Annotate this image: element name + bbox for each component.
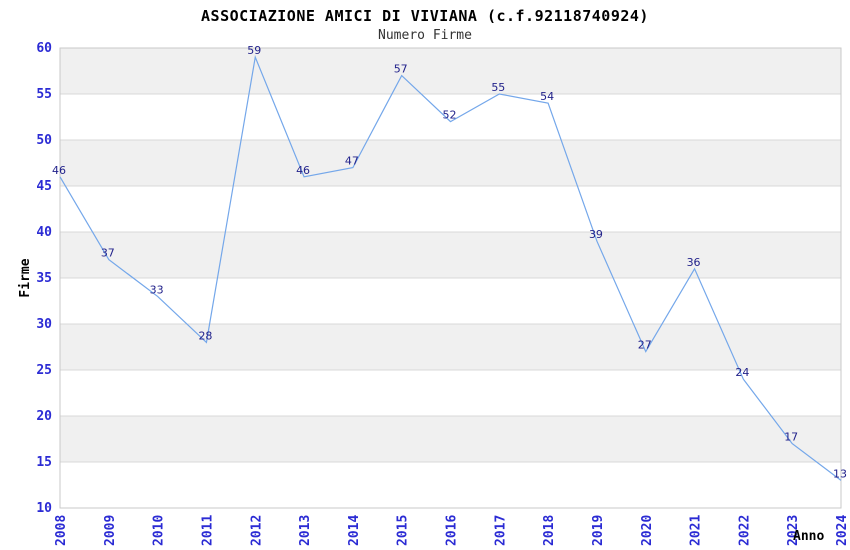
x-tick-label: 2022	[737, 515, 752, 546]
chart-subtitle: Numero Firme	[378, 28, 472, 43]
x-tick-label: 2015	[396, 515, 411, 546]
y-tick-label: 45	[36, 179, 52, 194]
value-label: 13	[833, 467, 847, 480]
y-tick-label: 35	[36, 271, 52, 286]
x-tick-label: 2018	[542, 515, 557, 546]
value-label: 27	[638, 339, 652, 352]
x-tick-label: 2009	[103, 515, 118, 546]
value-label: 57	[394, 63, 408, 76]
value-label: 46	[296, 164, 310, 177]
y-tick-label: 15	[36, 455, 52, 470]
x-tick-label: 2008	[54, 515, 69, 546]
y-tick-label: 50	[36, 133, 52, 148]
value-label: 46	[52, 164, 66, 177]
value-label: 28	[198, 329, 212, 342]
grid-band	[60, 416, 841, 462]
grid-band	[60, 48, 841, 94]
y-tick-label: 25	[36, 363, 52, 378]
value-label: 36	[687, 256, 701, 269]
x-tick-label: 2023	[786, 515, 801, 546]
x-tick-label: 2012	[249, 515, 264, 546]
y-tick-label: 20	[36, 409, 52, 424]
grid-band	[60, 324, 841, 370]
y-tick-label: 60	[36, 41, 52, 56]
x-tick-label: 2010	[152, 515, 167, 546]
chart-title: ASSOCIAZIONE AMICI DI VIVIANA (c.f.92118…	[201, 7, 649, 25]
value-label: 52	[443, 109, 457, 122]
value-label: 24	[735, 366, 749, 379]
x-axis-label: Anno	[793, 529, 824, 544]
value-label: 39	[589, 228, 603, 241]
x-tick-label: 2020	[640, 515, 655, 546]
series-line	[59, 55, 842, 481]
x-tick-label: 2021	[689, 515, 704, 546]
value-label: 47	[345, 155, 359, 168]
y-axis-label: Firme	[18, 258, 33, 297]
grid-band	[60, 232, 841, 278]
x-tick-label: 2013	[298, 515, 313, 546]
plot-border	[59, 47, 842, 509]
y-tick-label: 30	[36, 317, 52, 332]
value-label: 37	[101, 247, 115, 260]
value-label: 55	[491, 81, 505, 94]
x-tick-label: 2014	[347, 515, 362, 546]
value-label: 17	[784, 431, 798, 444]
grid-band	[60, 140, 841, 186]
y-tick-label: 55	[36, 87, 52, 102]
y-tick-label: 10	[36, 501, 52, 516]
x-tick-label: 2019	[591, 515, 606, 546]
x-tick-label: 2024	[835, 515, 850, 546]
y-tick-label: 40	[36, 225, 52, 240]
x-tick-label: 2011	[200, 515, 215, 546]
value-label: 33	[150, 283, 164, 296]
x-tick-label: 2017	[493, 515, 508, 546]
x-tick-label: 2016	[445, 515, 460, 546]
value-label: 59	[247, 44, 261, 57]
value-label: 54	[540, 90, 554, 103]
